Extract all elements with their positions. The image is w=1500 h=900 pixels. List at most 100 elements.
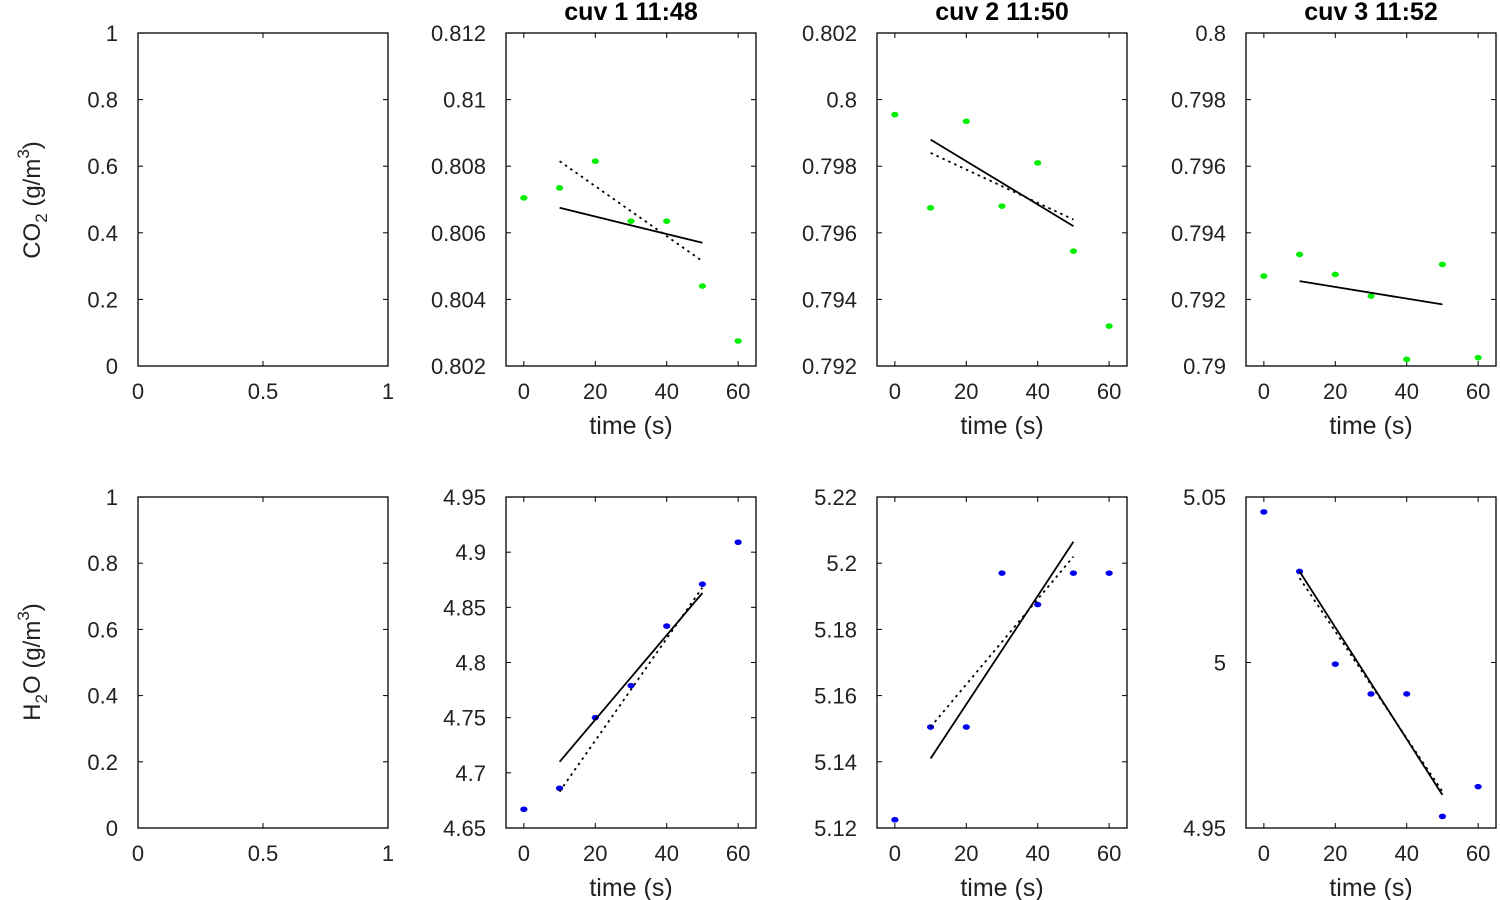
x-tick-label: 20 xyxy=(1323,379,1347,404)
data-point xyxy=(1403,691,1411,697)
y-tick-label: 4.85 xyxy=(443,595,486,620)
fit-line-dotted xyxy=(558,586,704,793)
data-point xyxy=(926,205,935,211)
data-point xyxy=(1367,293,1375,299)
data-point xyxy=(1295,568,1304,575)
x-tick-label: 40 xyxy=(654,841,678,866)
data-point xyxy=(1069,248,1078,254)
y-tick-label: 5.14 xyxy=(814,750,857,775)
fit-line-dotted xyxy=(929,556,1075,728)
panel-title: cuv 3 11:52 xyxy=(1304,0,1437,26)
data-point xyxy=(663,218,671,224)
y-tick-label: 0.8 xyxy=(87,88,118,113)
data-point xyxy=(1403,356,1411,363)
row-label-co2-sub: 2 xyxy=(32,213,51,222)
data-point xyxy=(962,724,970,730)
y-tick-label: 0.796 xyxy=(802,221,857,246)
y-tick-label: 0 xyxy=(106,354,118,379)
x-tick-label: 1 xyxy=(382,841,394,866)
y-tick-label: 0.802 xyxy=(431,354,486,379)
y-tick-label: 0.2 xyxy=(87,287,118,312)
data-point xyxy=(998,203,1006,209)
y-tick-label: 0.8 xyxy=(826,88,857,113)
y-tick-label: 5.22 xyxy=(814,485,857,510)
row-label-co2-sup: 3 xyxy=(14,149,33,158)
plot-frame xyxy=(505,496,757,829)
row-label-h2o-main2: O xyxy=(19,675,46,694)
plot-frame xyxy=(1245,32,1497,367)
chart-panel-7: 5.12 5.14 5.16 5.18 5.2 5.22 0 20 40 60 time (s) xyxy=(814,485,1128,900)
row-label-h2o: H2O (g/m3) xyxy=(14,603,51,721)
data-point xyxy=(627,218,635,224)
data-point xyxy=(555,785,564,792)
y-tick-label: 0.8 xyxy=(1195,21,1226,46)
row-label-co2-main: CO xyxy=(19,223,46,259)
y-tick-label: 0.808 xyxy=(431,154,486,179)
y-tick-label: 1 xyxy=(106,485,118,510)
y-tick-label: 0 xyxy=(106,816,118,841)
y-tick-label: 0.796 xyxy=(1171,154,1226,179)
plot-frame xyxy=(1245,496,1497,829)
data-point xyxy=(698,283,707,289)
y-tick-label: 0.8 xyxy=(87,551,118,576)
x-tick-label: 40 xyxy=(1394,379,1418,404)
plot-frame xyxy=(505,32,757,367)
panel-title: cuv 1 11:48 xyxy=(564,0,698,26)
y-tick-label: 4.9 xyxy=(455,540,486,565)
chart-panel-5: 0 0.2 0.4 0.6 0.8 1 0 0.5 1 xyxy=(87,485,394,866)
y-tick-label: 0.81 xyxy=(443,88,486,113)
x-tick-label: 60 xyxy=(1097,841,1121,866)
y-tick-label: 4.75 xyxy=(443,706,486,731)
y-tick-label: 0.4 xyxy=(87,221,118,246)
panel-title: cuv 2 11:50 xyxy=(935,0,1068,26)
plot-frame xyxy=(137,32,389,367)
fit-line-solid xyxy=(930,138,1074,227)
y-tick-label: 5 xyxy=(1214,651,1226,676)
row-label-co2-close: ) xyxy=(19,141,46,149)
chart-panel-8: 4.95 5 5.05 0 20 40 60 time (s) xyxy=(1183,485,1497,900)
x-tick-label: 60 xyxy=(726,841,750,866)
data-point xyxy=(698,581,707,587)
fit-line-solid xyxy=(558,592,704,763)
data-point xyxy=(891,111,899,118)
x-tick-label: 0 xyxy=(1258,841,1270,866)
y-tick-label: 5.2 xyxy=(826,551,857,576)
fit-line-solid xyxy=(929,541,1075,759)
y-tick-label: 0.812 xyxy=(431,21,486,46)
x-tick-label: 60 xyxy=(1466,841,1490,866)
data-point xyxy=(962,118,970,125)
y-tick-label: 0.798 xyxy=(802,154,857,179)
data-point xyxy=(1474,354,1482,361)
x-axis-title: time (s) xyxy=(1329,874,1412,900)
x-tick-label: 1 xyxy=(382,379,394,404)
x-tick-label: 0 xyxy=(132,379,144,404)
x-tick-label: 60 xyxy=(1466,379,1490,404)
x-tick-label: 0 xyxy=(1258,379,1270,404)
x-axis-title: time (s) xyxy=(960,412,1043,440)
x-axis-title: time (s) xyxy=(1329,412,1412,440)
y-tick-label: 4.95 xyxy=(1183,816,1226,841)
y-tick-label: 0.792 xyxy=(1171,287,1226,312)
data-point xyxy=(627,682,635,689)
y-tick-label: 5.05 xyxy=(1183,485,1226,510)
y-tick-label: 0.6 xyxy=(87,617,118,642)
x-tick-label: 40 xyxy=(1394,841,1418,866)
x-tick-label: 20 xyxy=(583,379,607,404)
y-tick-label: 0.806 xyxy=(431,221,486,246)
y-tick-label: 0.79 xyxy=(1183,354,1226,379)
x-tick-label: 60 xyxy=(726,379,750,404)
fit-line-solid xyxy=(1298,571,1444,796)
y-tick-label: 4.95 xyxy=(443,485,486,510)
data-point xyxy=(1105,323,1113,329)
x-tick-label: 0.5 xyxy=(248,379,279,404)
y-tick-label: 5.18 xyxy=(814,617,857,642)
row-label-h2o-sub: 2 xyxy=(32,694,51,703)
data-point xyxy=(520,806,528,813)
data-point xyxy=(1034,160,1042,166)
x-tick-label: 40 xyxy=(1025,841,1049,866)
y-tick-label: 4.7 xyxy=(455,761,486,786)
y-tick-label: 0.6 xyxy=(87,154,118,179)
data-point xyxy=(1331,271,1339,278)
chart-panel-2: 0.802 0.804 0.806 0.808 0.81 0.812 0 20 40 60 time… xyxy=(431,0,757,440)
